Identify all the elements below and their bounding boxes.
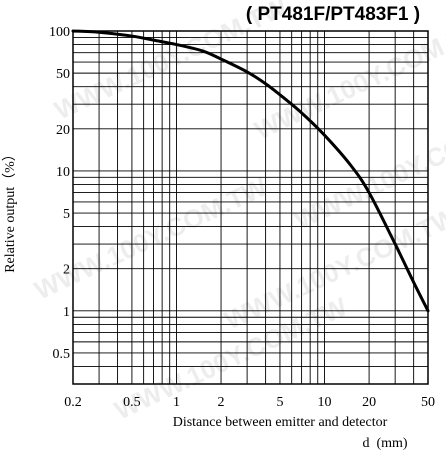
y-tick-label: 2: [63, 263, 70, 278]
y-tick-label: 10: [56, 165, 70, 180]
grid-layer: [73, 31, 428, 384]
plot-frame: [72, 30, 429, 385]
x-tick-label: 20: [362, 395, 376, 410]
y-axis-label: Relative output（%）: [2, 147, 18, 273]
y-tick-label: 0.5: [53, 347, 71, 362]
chart-title: ( PT481F/PT483F1 ): [246, 4, 420, 25]
y-tick-label: 50: [56, 67, 70, 82]
series-layer: [71, 29, 430, 313]
x-tick-label: 2: [218, 395, 225, 410]
y-tick-label: 1: [63, 305, 70, 320]
y-tick-label: 5: [63, 207, 70, 222]
x-tick-label: 0.5: [123, 395, 141, 410]
y-tick-label: 100: [49, 25, 70, 40]
x-tick-label: 5: [276, 395, 283, 410]
y-tick-label: 20: [56, 123, 70, 138]
x-axis-label: Distance between emitter and detector: [173, 415, 388, 430]
x-tick-label: 10: [318, 395, 332, 410]
x-tick-label: 0.2: [64, 395, 82, 410]
x-tick-label: 1: [173, 395, 180, 410]
x-axis-unit: d (mm): [362, 436, 407, 451]
x-tick-label: 50: [421, 395, 435, 410]
watermark-text: WWW.100Y.COM.TW: [30, 171, 272, 305]
series-line: [71, 29, 430, 313]
tick-layer: 0.2 0.5 1 2 5 10 20 50 100 50 20 10 5 2 1 0.5: [49, 25, 435, 410]
